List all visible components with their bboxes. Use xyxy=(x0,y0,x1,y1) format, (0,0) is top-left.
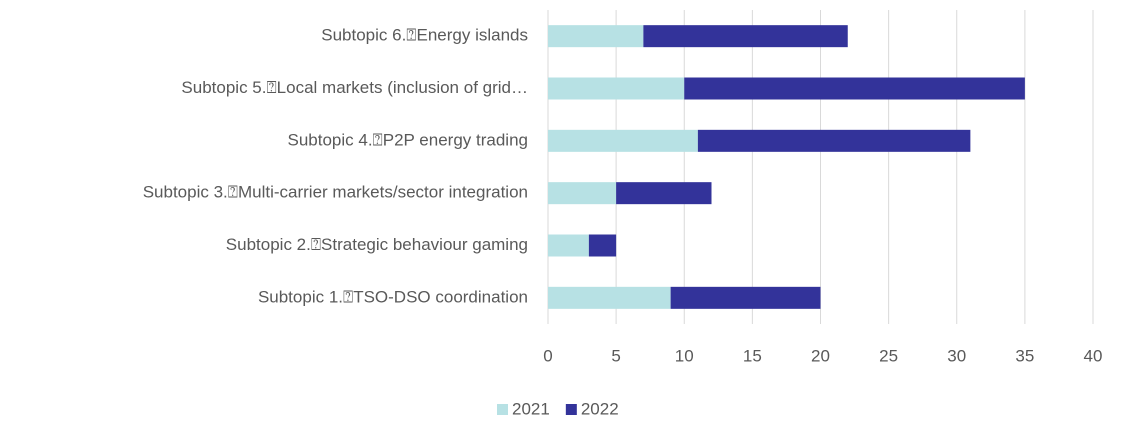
x-tick-label: 30 xyxy=(947,346,966,365)
bar-segment xyxy=(643,25,848,48)
x-tick-label: 20 xyxy=(811,346,830,365)
x-tick-label: 0 xyxy=(543,346,552,365)
y-tick-label: Subtopic 4.⍰P2P energy trading xyxy=(288,130,529,149)
legend-swatch xyxy=(565,404,577,415)
bar-segment xyxy=(697,129,971,152)
legend-label: 2022 xyxy=(581,399,619,418)
bar-segment xyxy=(684,77,1025,100)
bar-segment xyxy=(548,25,644,48)
y-tick-label: Subtopic 1.⍰TSO-DSO coordination xyxy=(258,287,528,306)
y-tick-label: Subtopic 6.⍰Energy islands xyxy=(321,26,528,45)
x-tick-label: 25 xyxy=(879,346,898,365)
bar-segment xyxy=(548,286,671,309)
bar-segment xyxy=(548,77,685,100)
x-tick-label: 15 xyxy=(743,346,762,365)
y-tick-label: Subtopic 2.⍰Strategic behaviour gaming xyxy=(226,235,528,254)
y-tick-label: Subtopic 5.⍰Local markets (inclusion of … xyxy=(181,78,528,97)
x-tick-label: 35 xyxy=(1015,346,1034,365)
x-tick-label: 5 xyxy=(611,346,620,365)
legend-swatch xyxy=(497,404,508,415)
bar-segment xyxy=(548,129,698,152)
bar-segment xyxy=(548,182,617,205)
x-tick-label: 40 xyxy=(1084,346,1103,365)
bar-segment xyxy=(548,234,589,257)
bar-segment xyxy=(588,234,617,257)
bar-segment xyxy=(616,182,712,205)
y-tick-label: Subtopic 3.⍰Multi-carrier markets/sector… xyxy=(143,183,528,202)
x-tick-label: 10 xyxy=(675,346,694,365)
bar-segment xyxy=(670,286,821,309)
legend-label: 2021 xyxy=(512,399,550,418)
